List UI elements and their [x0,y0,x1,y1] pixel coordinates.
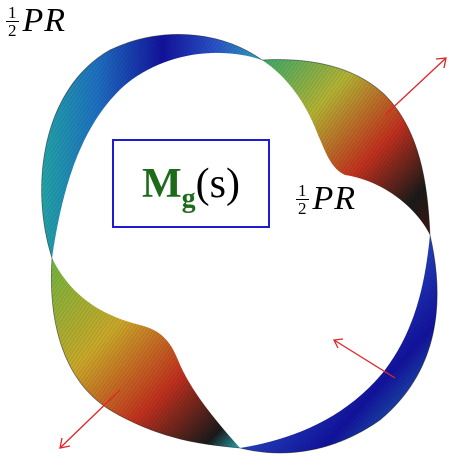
arrow-inward-icon [333,338,396,379]
half-fraction: 1 2 [6,4,19,39]
arrow-down-left-icon [59,389,121,449]
load-label-top-left: 1 2 PR [6,2,66,40]
pr-symbol: PR [22,2,67,39]
moment-symbol: M [142,160,182,207]
band-bottom-right [240,235,438,453]
band-top-left [41,34,262,258]
fraction-denominator: 2 [298,198,307,218]
fraction-denominator: 2 [8,20,17,40]
half-fraction: 1 2 [296,182,309,217]
load-label-mid-right: 1 2 PR [296,180,356,218]
fraction-numerator: 1 [296,180,309,200]
moment-argument: (s) [195,160,240,207]
band-outlines [41,34,438,454]
moment-label: Mg(s) [142,160,240,214]
band-top-right [262,59,430,236]
pr-symbol: PR [312,180,357,217]
moment-subscript: g [181,182,196,214]
band-bottom-left [51,258,241,448]
fraction-numerator: 1 [6,2,19,22]
arrow-up-right-icon [384,57,447,116]
load-arrows [59,57,447,449]
moment-label-box: Mg(s) [112,139,270,228]
